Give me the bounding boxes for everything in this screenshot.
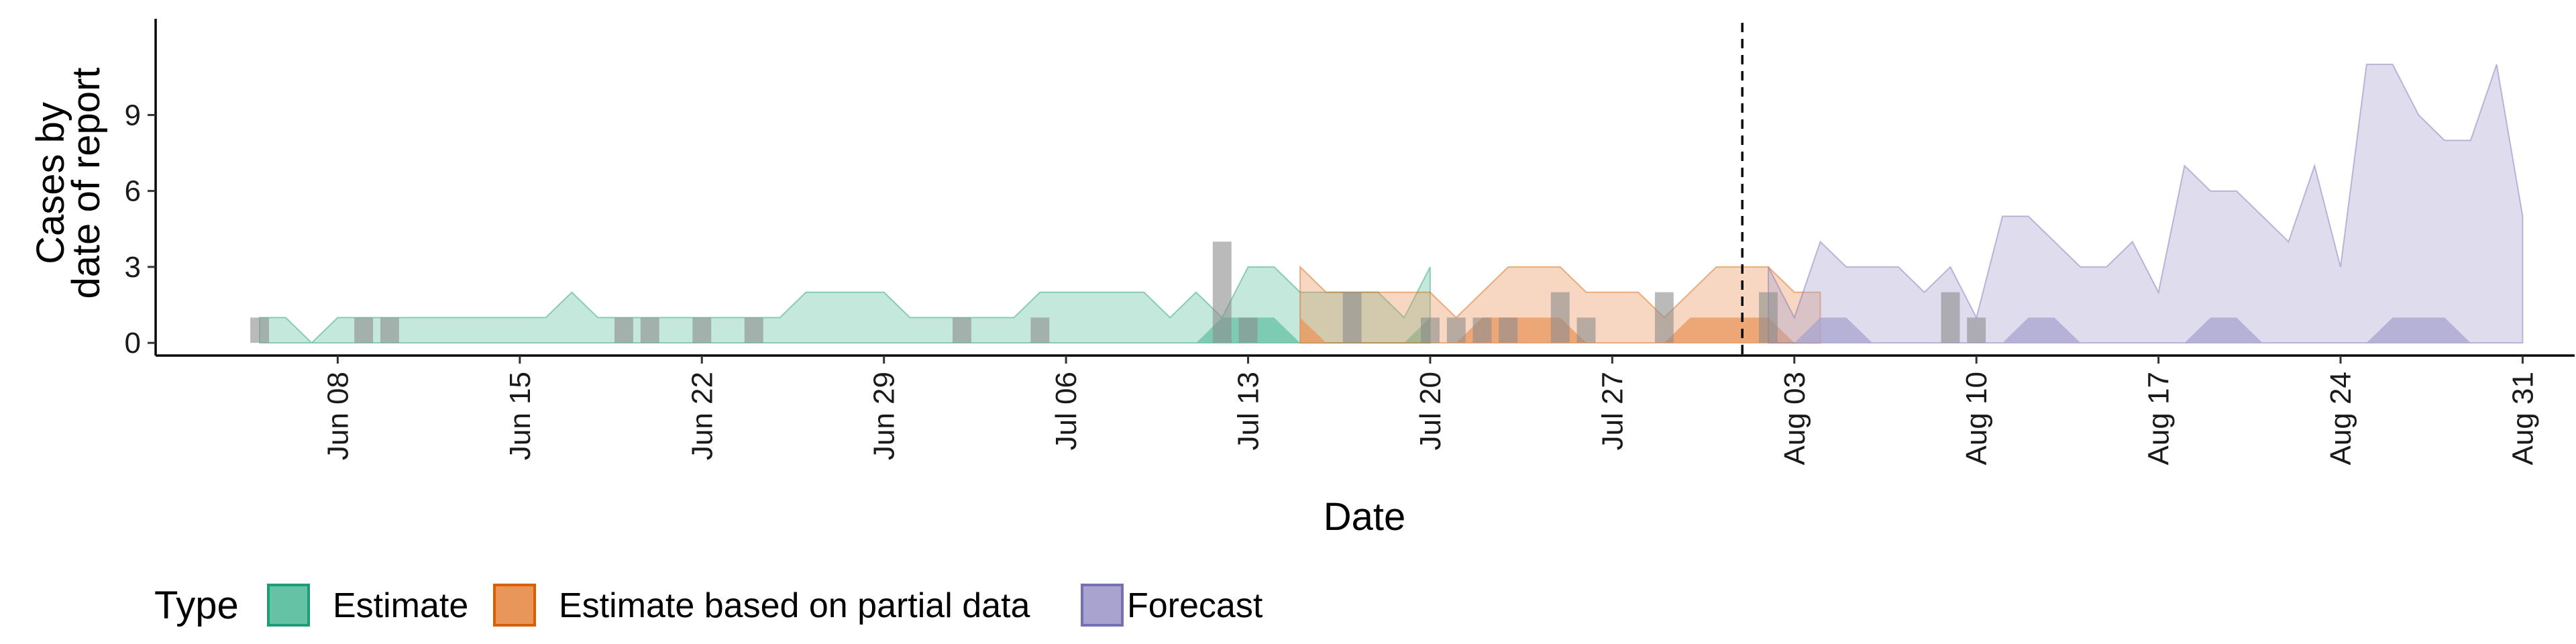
legend-swatch-forecast [1081,584,1124,627]
reported-case-bar [1421,317,1440,343]
reported-case-bar [1759,292,1778,343]
reported-case-bar [640,317,659,343]
x-tick-label: Aug 03 [1778,372,1811,465]
legend-label-forecast: Forecast [1127,586,1263,625]
band-group-forecast [1768,63,2524,344]
x-tick-label: Jul 13 [1232,372,1265,450]
reported-case-bar [1550,292,1570,343]
reported-case-bar [953,317,971,343]
axes [154,19,2575,357]
reported-case-bar [1472,317,1492,343]
y-axis-title: Cases by date of report [29,68,108,299]
reported-case-bar [1238,317,1258,343]
legend-label-partial: Estimate based on partial data [559,586,1030,625]
x-tick-label: Jul 06 [1050,372,1083,450]
x-axis-title: Date [1324,495,1406,539]
x-tick-label: Jun 08 [321,372,354,460]
y-axis-title-line-1: Cases by [29,102,72,264]
inner-band-forecast [1768,317,2523,343]
reported-case-bar [250,317,269,343]
legend: Type Estimate Estimate based on partial … [154,584,1263,627]
legend-swatch-estimate [267,584,310,627]
x-tick-label: Jul 20 [1414,372,1447,450]
reported-case-bar [1654,292,1674,343]
reported-case-bar [380,317,399,343]
reported-case-bar [692,317,712,343]
reported-case-bar [1967,317,1986,343]
x-tick-label: Jun 29 [868,372,901,460]
y-axis-ticks: 0 3 6 9 [125,99,156,360]
x-tick-label: Aug 24 [2324,372,2357,465]
x-tick-label: Jun 22 [686,372,718,460]
legend-label-estimate: Estimate [333,586,468,625]
reported-case-bars [250,241,1986,343]
x-axis-ticks: Jun 08 Jun 15 Jun 22 Jun 29 Jul 06 Jul 13 Jul … [321,356,2540,465]
x-tick-label: Jul 27 [1596,372,1629,450]
reported-case-bar [1446,317,1466,343]
outer-band-forecast [1768,63,2524,344]
reported-case-bar [354,317,374,343]
x-tick-label: Jun 15 [504,372,537,460]
reported-case-bar [614,317,633,343]
reported-case-bar [1576,317,1596,343]
reported-case-bar [1499,317,1518,343]
reported-case-bar [1342,292,1362,343]
x-tick-label: Aug 17 [2143,372,2176,465]
x-tick-label: Aug 10 [1960,372,1993,465]
y-tick-label: 0 [125,327,141,360]
legend-swatch-partial [493,584,536,627]
y-tick-label: 9 [125,99,141,131]
x-tick-label: Aug 31 [2507,372,2540,465]
y-axis-title-line-2: date of report [64,68,108,299]
y-tick-label: 3 [125,251,141,284]
y-tick-label: 6 [125,175,141,208]
reported-case-bar [744,317,763,343]
reported-case-bar [1212,241,1232,343]
estimate-bands [259,63,2524,344]
reported-case-bar [1941,292,1960,343]
legend-title: Type [154,584,239,627]
reported-case-bar [1030,317,1050,343]
